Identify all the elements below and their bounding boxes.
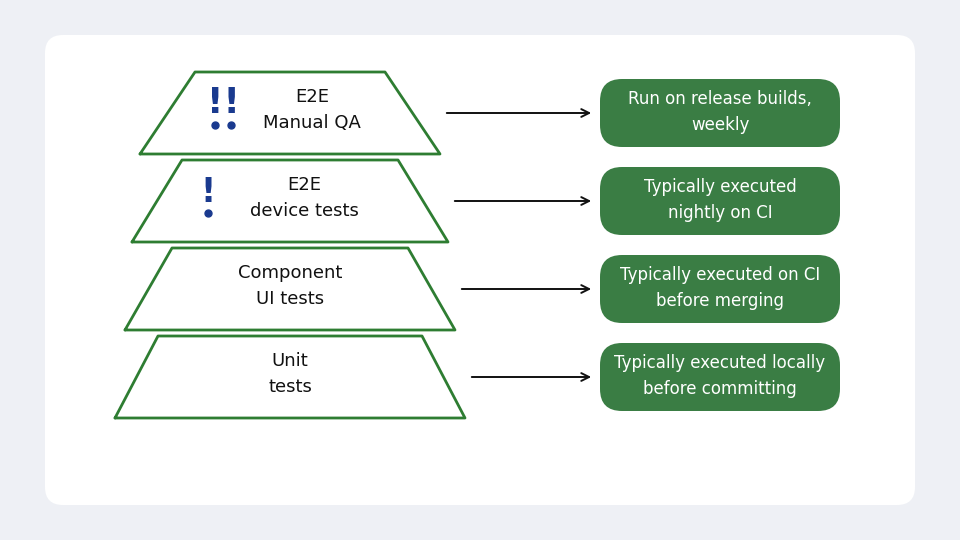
Text: Typically executed on CI
before merging: Typically executed on CI before merging	[620, 267, 820, 309]
FancyBboxPatch shape	[45, 35, 915, 505]
Text: E2E
Manual QA: E2E Manual QA	[263, 89, 361, 132]
Polygon shape	[132, 160, 448, 242]
Text: !: !	[201, 177, 216, 210]
Polygon shape	[140, 72, 440, 154]
FancyBboxPatch shape	[600, 343, 840, 411]
FancyBboxPatch shape	[600, 255, 840, 323]
Text: Unit
tests: Unit tests	[268, 353, 312, 395]
FancyBboxPatch shape	[600, 167, 840, 235]
Text: Component
UI tests: Component UI tests	[238, 265, 342, 307]
Text: E2E
device tests: E2E device tests	[250, 177, 358, 219]
Text: Run on release builds,
weekly: Run on release builds, weekly	[628, 91, 812, 133]
Polygon shape	[125, 248, 455, 330]
FancyBboxPatch shape	[600, 79, 840, 147]
Text: !!: !!	[206, 86, 239, 120]
Text: Typically executed locally
before committing: Typically executed locally before commit…	[614, 354, 826, 397]
Text: Typically executed
nightly on CI: Typically executed nightly on CI	[643, 179, 797, 221]
Polygon shape	[115, 336, 465, 418]
